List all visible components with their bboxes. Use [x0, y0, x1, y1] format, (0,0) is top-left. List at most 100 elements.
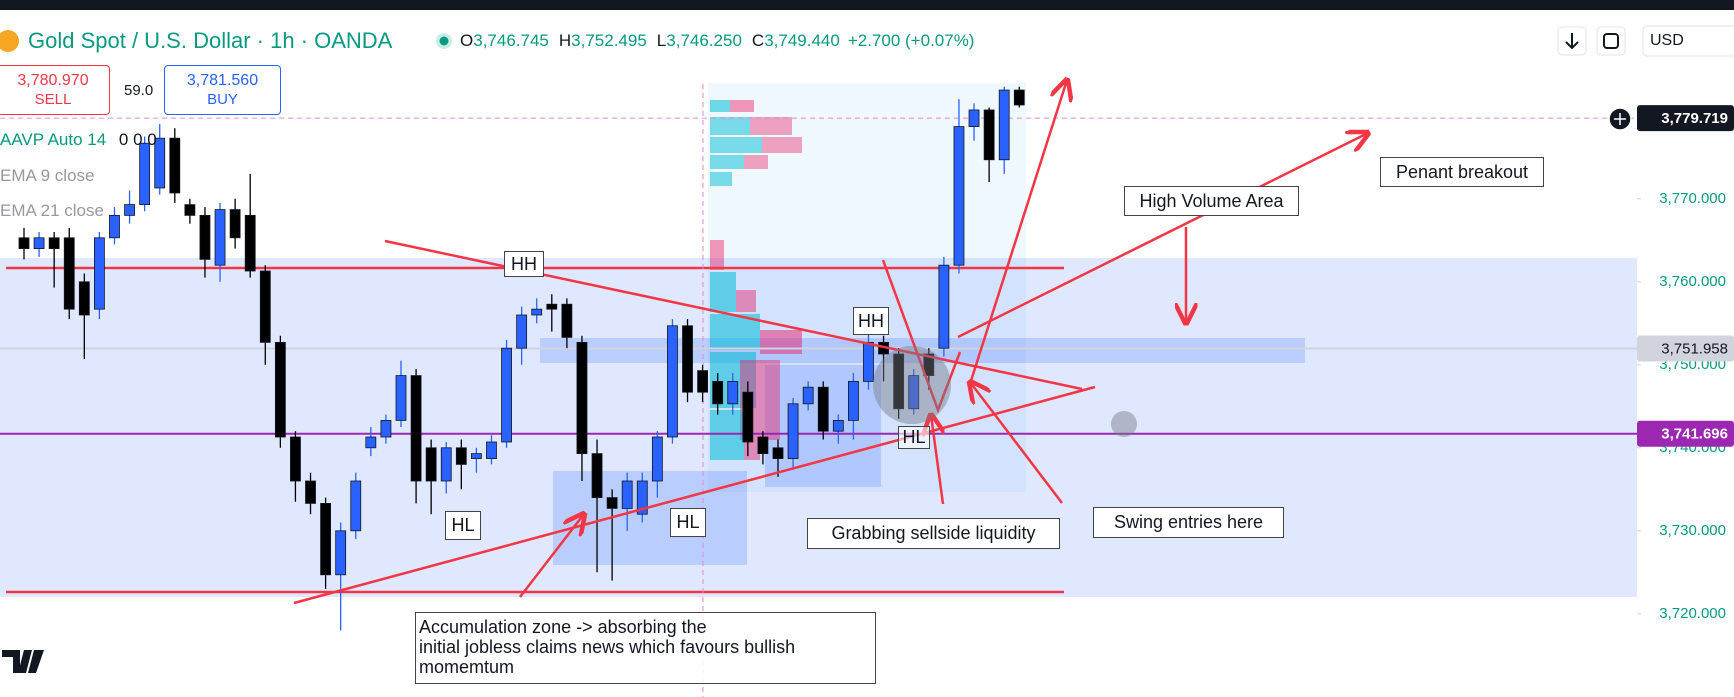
- screen-icon: [1603, 33, 1619, 49]
- candle-body: [591, 453, 603, 499]
- annotation[interactable]: HL: [670, 508, 706, 537]
- candle-body: [320, 503, 332, 576]
- annotation[interactable]: Penant breakout: [1380, 157, 1544, 187]
- annotation-note[interactable]: Accumulation zone -> absorbing the initi…: [415, 612, 876, 684]
- indicator-values: 0 0 0: [118, 130, 157, 149]
- candle-body: [259, 270, 271, 343]
- ohlc-value: 3,752.495: [571, 31, 647, 50]
- candle-body: [244, 214, 256, 272]
- currency[interactable]: USD: [1650, 32, 1684, 49]
- annotation[interactable]: Grabbing sellside liquidity: [807, 518, 1060, 549]
- candle-body: [893, 353, 905, 410]
- candle-body: [410, 375, 422, 482]
- candle-body: [576, 341, 588, 455]
- y-tick-label: 3,720.000: [1659, 605, 1726, 622]
- annotation[interactable]: HH: [504, 251, 544, 277]
- candle-body: [531, 308, 543, 316]
- volume-bar: [760, 330, 802, 354]
- indicator-name: EMA 9 close: [0, 166, 95, 185]
- sell-button[interactable]: 3,780.970 SELL: [0, 65, 110, 115]
- annotation[interactable]: Swing entries here: [1093, 507, 1284, 538]
- price-badge-label: 3,751.958: [1661, 341, 1728, 358]
- candle-body: [712, 380, 724, 405]
- candle-body: [501, 347, 512, 443]
- candle-body: [848, 380, 859, 421]
- candle-body: [908, 375, 920, 410]
- candle-body: [923, 353, 935, 376]
- arrow: [519, 514, 584, 598]
- ohlc-value: 3,746.250: [666, 31, 742, 50]
- candle-body: [787, 403, 799, 459]
- volume-bar: [750, 117, 792, 135]
- candle-body: [365, 436, 377, 449]
- candle-body: [832, 420, 844, 432]
- price-badge: [1637, 335, 1734, 362]
- annotation[interactable]: HL: [445, 511, 481, 540]
- candle-body: [109, 214, 120, 239]
- volume-bar: [710, 240, 724, 270]
- download-icon: [1565, 33, 1579, 50]
- note-line: Accumulation zone -> absorbing the: [419, 617, 707, 637]
- candle-body: [697, 370, 708, 393]
- volume-bar: [744, 155, 768, 169]
- buy-label: BUY: [207, 91, 238, 108]
- y-tick-label: 3,730.000: [1659, 522, 1726, 539]
- annotation[interactable]: HL: [898, 426, 930, 449]
- annotation[interactable]: High Volume Area: [1124, 186, 1299, 216]
- candle-body: [636, 480, 648, 515]
- arrow: [970, 382, 1063, 504]
- candle-body: [651, 436, 663, 482]
- candle-body: [335, 530, 347, 576]
- currency-button[interactable]: [1642, 25, 1734, 57]
- candle-body: [440, 447, 452, 482]
- price-axis: [1637, 60, 1734, 697]
- candle-body: [802, 386, 814, 405]
- candle-body: [863, 341, 874, 382]
- candle-body: [621, 480, 633, 509]
- candle-body: [214, 209, 226, 266]
- ohlc-key: C: [751, 31, 765, 50]
- highlight-circle: [873, 346, 951, 424]
- candle-body: [139, 142, 151, 205]
- highlight-circle: [1111, 411, 1137, 437]
- buy-button[interactable]: 3,781.560 BUY: [164, 65, 281, 115]
- candle-body: [968, 109, 980, 127]
- candle-body: [274, 341, 286, 438]
- add-icon: [1614, 113, 1626, 125]
- volume-bar: [730, 100, 754, 112]
- y-tick-label: 3,760.000: [1659, 273, 1726, 290]
- top-bar: [0, 0, 1734, 10]
- candle-body: [199, 214, 211, 260]
- candle-body: [305, 480, 316, 504]
- candle-body: [667, 325, 678, 438]
- candle-body: [561, 303, 573, 338]
- indicator-name: AAVP Auto 14: [0, 130, 107, 149]
- volume-bar: [736, 290, 756, 312]
- candle-body: [470, 453, 482, 459]
- volume-bar: [710, 272, 736, 312]
- status-dot: [439, 36, 449, 46]
- candle-body: [395, 375, 407, 421]
- price-badge-label: 3,741.696: [1661, 426, 1728, 443]
- candle-body: [455, 447, 467, 465]
- symbol-title: Gold Spot / U.S. Dollar · 1h · OANDA: [28, 28, 393, 53]
- candle-body: [290, 436, 301, 482]
- ohlc-key: O: [460, 31, 474, 50]
- annotation[interactable]: HH: [853, 307, 889, 335]
- buy-price: 3,781.560: [186, 72, 259, 89]
- spread: 59.0: [124, 81, 154, 99]
- indicator-name: EMA 21 close: [0, 201, 104, 220]
- logo: [2, 650, 44, 673]
- candle-body: [154, 137, 166, 189]
- candle-body: [682, 325, 693, 393]
- candle-body: [184, 204, 196, 216]
- sell-price: 3,780.970: [17, 72, 89, 89]
- screen-button[interactable]: [1596, 26, 1626, 56]
- ohlc-value: 3,749.440: [764, 31, 840, 50]
- candle-body: [78, 281, 90, 316]
- price-badge: [1637, 105, 1734, 132]
- candle-body: [350, 480, 362, 532]
- candle-body: [48, 237, 60, 249]
- candle-body: [606, 497, 618, 509]
- price-lines: [0, 117, 1637, 435]
